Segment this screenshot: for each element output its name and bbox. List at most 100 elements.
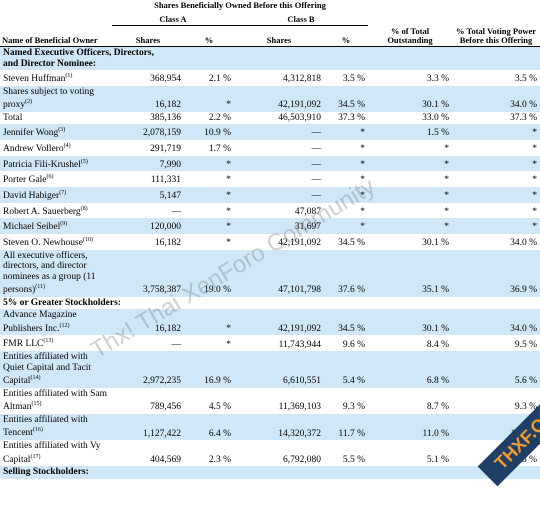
footnote-ref: (2) [25, 99, 33, 106]
cell-value: 33.0 % [422, 112, 449, 123]
section-label: 5% or Greater Stockholders: [3, 297, 121, 308]
cell-value: 1.5 % [368, 124, 452, 140]
cell-value: 2.2 % [208, 112, 231, 123]
owner-name-text: Total [3, 112, 23, 123]
cell-value: 46,503,910 [278, 112, 321, 123]
cell-value: 34.5 % [324, 85, 368, 112]
cell-value: 34.0 % [452, 309, 540, 336]
cell-value: 5.6 % [452, 351, 540, 388]
table-row: Jennifer Wong(3) 2,078,159 10.9 % — * 1.5 % * [0, 124, 540, 140]
cell-value: 47,101,798 [234, 249, 324, 297]
cell-value: * [368, 155, 452, 172]
owner-name-text: Porter Gale [3, 175, 47, 186]
cell-value: * [324, 186, 368, 203]
cell-value: 5,147 [112, 186, 184, 203]
cell-value: 16.9 % [184, 351, 234, 388]
table-row: All executive officers, directors, and d… [0, 249, 540, 297]
owner-name: FMR LLC(13) [0, 335, 112, 351]
cell-value: 9.3 % [514, 402, 537, 413]
footnote-ref: (1) [65, 73, 73, 79]
cell-value: * [532, 175, 537, 186]
table-row: Steven Huffman(1) 368,954 2.1 % 4,312,818 3.… [0, 70, 540, 86]
cell-value: * [444, 206, 449, 217]
table-row: Entities affiliated with Sam Altman(15) 7… [0, 388, 540, 414]
owner-name: All executive officers, directors, and d… [0, 249, 112, 297]
cell-value: 37.6 % [324, 249, 368, 297]
cell-value: — [311, 144, 322, 155]
owner-name: Shares subject to voting proxy(2) [0, 85, 112, 112]
cell-value: 4.5 % [208, 402, 231, 413]
cell-value: * [184, 186, 234, 203]
cell-value: — [171, 206, 182, 217]
cell-value: — [234, 186, 324, 203]
cell-value: * [532, 206, 537, 217]
owner-name-text: Entities affiliated with Sam Altman [3, 388, 108, 413]
cell-value: * [226, 175, 231, 186]
section-label: Selling Stockholders: [0, 466, 540, 479]
footnote-ref: (7) [59, 189, 67, 196]
footnote-ref: (4) [63, 142, 71, 149]
cell-value: — [311, 175, 322, 186]
table-body: Named Executive Officers, Directors, and… [0, 47, 540, 479]
owner-name: Advance Magazine Publishers Inc.(12) [0, 309, 112, 336]
cell-value: 789,456 [150, 402, 181, 413]
cell-value: * [360, 206, 365, 217]
cell-value: 291,719 [150, 144, 181, 155]
footnote-ref: (17) [30, 453, 41, 460]
footnote-ref: (9) [60, 221, 68, 228]
cell-value: * [368, 186, 452, 203]
cell-value: 42,191,092 [278, 238, 321, 249]
cell-value: * [184, 309, 234, 336]
cell-value: * [360, 175, 365, 186]
cell-value: 3.5 % [514, 74, 537, 85]
group-header: Shares Beneficially Owned Before this Of… [154, 0, 326, 10]
section-row: Selling Stockholders: [0, 466, 540, 479]
owner-name: Andrew Vollero(4) [0, 140, 112, 156]
cell-value: 385,136 [150, 112, 181, 123]
voting-power-header: % Total Voting Power Before this Offerin… [452, 26, 540, 47]
cell-value: 120,000 [112, 218, 184, 234]
owner-name-text: Entities affiliated with Tencent [3, 414, 88, 439]
footnote-ref: (16) [32, 427, 43, 434]
cell-value: 3.3 % [426, 74, 449, 85]
cell-value: * [226, 206, 231, 217]
cell-value: 2.1 % [208, 74, 231, 85]
table-row: Entities affiliated with Tencent(16) 1,12… [0, 413, 540, 440]
table-row: Michael Seibel(9) 120,000 * 31,697 * * * [0, 218, 540, 234]
class-a-header: Class A [112, 14, 234, 26]
owner-name-text: Jennifer Wong [3, 128, 59, 139]
footnote-ref: (5) [80, 158, 88, 165]
owner-name: Entities affiliated with Sam Altman(15) [0, 388, 112, 414]
cell-value: 11.0 % [368, 413, 452, 440]
total-outstanding-header: % of Total Outstanding [368, 26, 452, 47]
cell-value: * [226, 238, 231, 249]
owner-name: Steven Huffman(1) [0, 70, 112, 86]
cell-value: — [234, 155, 324, 172]
cell-value: 16,182 [154, 238, 181, 249]
owner-name-text: Entities affiliated with Vy Capital [3, 441, 101, 465]
footnote-ref: (14) [30, 375, 41, 382]
cell-value: * [324, 155, 368, 172]
owner-name: Entities affiliated with Tencent(16) [0, 413, 112, 440]
cell-value: 6.8 % [368, 351, 452, 388]
cell-value: 11.7 % [324, 413, 368, 440]
cell-value: 3,758,387 [112, 249, 184, 297]
cell-value: 9.3 % [342, 402, 365, 413]
cell-value: * [452, 186, 540, 203]
cell-value: 368,954 [150, 74, 181, 85]
cell-value: * [444, 175, 449, 186]
table-row: Patricia Fili-Krushel(5) 7,990 * — * * * [0, 155, 540, 172]
owner-name: Entities affiliated with Quiet Capital a… [0, 351, 112, 388]
cell-value: * [452, 218, 540, 234]
cell-value: 1,127,422 [112, 413, 184, 440]
pct-header: % [184, 26, 234, 47]
footnote-ref: (15) [31, 401, 42, 408]
cell-value: * [324, 218, 368, 234]
table-row: Entities affiliated with Quiet Capital a… [0, 351, 540, 388]
cell-value: 36.9 % [452, 249, 540, 297]
cell-value: 34.5 % [324, 309, 368, 336]
cell-value: * [444, 144, 449, 155]
cell-value: 31,697 [234, 218, 324, 234]
owner-name: Robert A. Sauerberg(8) [0, 203, 112, 219]
